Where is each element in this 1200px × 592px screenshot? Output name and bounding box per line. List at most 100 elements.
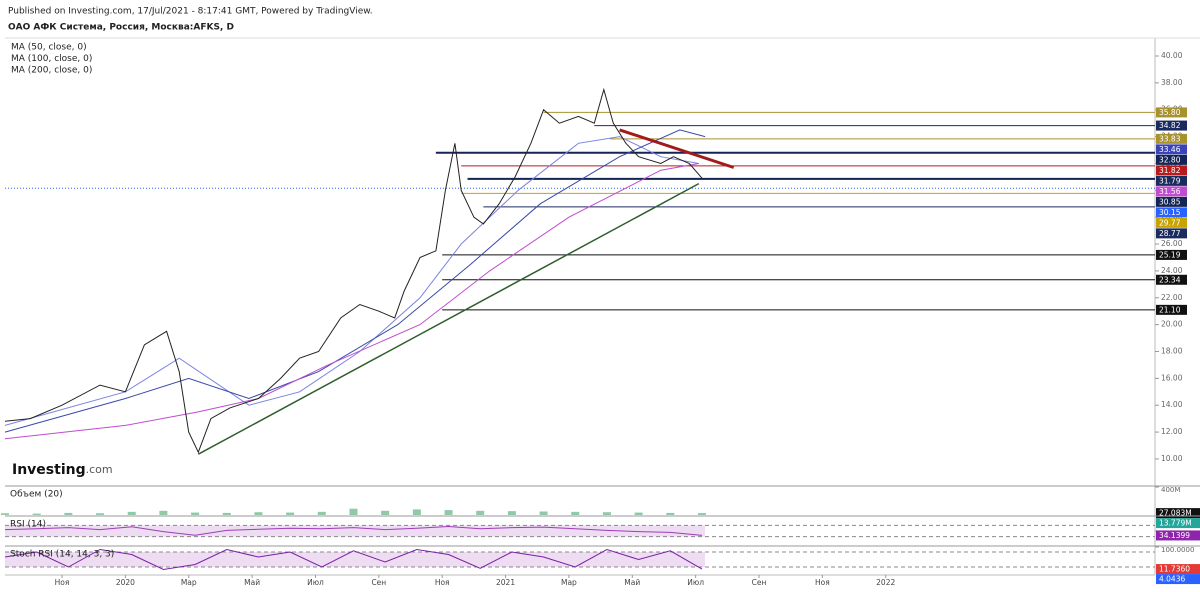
price-line	[4, 87, 703, 454]
panel-title: Stoch RSI (14, 14, 3, 3)	[10, 550, 114, 560]
value-label: 13.779M	[1159, 519, 1192, 528]
value-label-box	[1156, 564, 1200, 575]
indicator-line	[4, 525, 703, 536]
panel-title: RSI (14)	[10, 520, 46, 530]
volume-bar	[666, 512, 675, 515]
value-label-box	[1156, 518, 1200, 529]
value-label-box	[1156, 249, 1187, 260]
volume-bar	[602, 512, 611, 515]
y-tick-label: 20.00	[1161, 320, 1183, 329]
y-tick-label: 10.00	[1161, 454, 1183, 463]
published-note: Published on Investing.com, 17/Jul/2021 …	[8, 7, 373, 17]
y-tick-label: 24.00	[1161, 266, 1183, 275]
value-label-box	[1156, 530, 1200, 541]
volume-bar	[349, 508, 358, 515]
value-label: 35.80	[1159, 108, 1181, 117]
value-label-box	[1156, 154, 1187, 165]
value-label-box	[1156, 304, 1187, 315]
value-label: 34.1399	[1159, 531, 1190, 540]
symbol-title: ОАО АФК Система, Россия, Москва:AFKS, D	[8, 23, 234, 33]
value-label: 33.83	[1159, 134, 1181, 143]
value-label: 29.77	[1159, 218, 1181, 227]
value-label: 32.80	[1159, 155, 1181, 164]
value-label-box	[1156, 186, 1187, 197]
volume-bar	[286, 512, 295, 515]
value-label: 31.56	[1159, 187, 1181, 196]
value-label: 23.34	[1159, 275, 1181, 284]
logo-main: Investing	[12, 462, 86, 478]
indicator-line	[4, 548, 703, 571]
legend-label: MA (50, close, 0)	[11, 43, 87, 53]
value-label: 21.10	[1159, 305, 1181, 314]
trendline	[619, 128, 735, 169]
volume-bar	[507, 511, 516, 515]
volume-bar	[64, 512, 73, 515]
band	[5, 552, 705, 567]
value-label: 28.77	[1159, 229, 1181, 238]
logo: Investing.com	[12, 462, 113, 478]
volume-bar	[32, 513, 41, 515]
volume-bar	[191, 512, 200, 515]
value-label-box	[1156, 574, 1200, 585]
value-label: 30.15	[1159, 208, 1181, 217]
volume-bar	[571, 511, 580, 515]
x-tick-label: Июл	[307, 578, 324, 587]
x-tick-label: Май	[244, 578, 260, 587]
value-label-box	[1156, 120, 1187, 131]
y-tick-label: 22.00	[1161, 293, 1183, 302]
x-tick-label: 2022	[876, 578, 895, 587]
volume-bar	[254, 512, 263, 515]
volume-bar	[476, 510, 485, 515]
x-tick-label: Ноя	[55, 578, 70, 587]
panel-title: Объем (20)	[10, 490, 63, 500]
y-tick-label: 14.00	[1161, 400, 1183, 409]
value-label: 30.85	[1159, 197, 1181, 206]
volume-bar	[539, 511, 548, 515]
x-tick-label: Июл	[687, 578, 704, 587]
volume-bar	[222, 512, 231, 515]
x-tick-label: 2021	[496, 578, 515, 587]
y-tick-label: 400M	[1161, 486, 1180, 494]
volume-bar	[444, 510, 453, 515]
value-label-box	[1156, 274, 1187, 285]
value-label: 31.79	[1159, 176, 1181, 185]
value-label-box	[1156, 508, 1200, 519]
volume-bar	[697, 513, 706, 515]
volume-bar	[381, 510, 390, 515]
value-label-box	[1156, 217, 1187, 228]
value-label-box	[1156, 144, 1187, 155]
x-tick-label: Сен	[752, 578, 767, 587]
value-label: 11.7360	[1159, 565, 1190, 574]
value-label-box	[1156, 175, 1187, 186]
volume-bar	[127, 511, 136, 515]
x-tick-label: Ноя	[815, 578, 830, 587]
y-tick-label: 26.00	[1161, 239, 1183, 248]
legend-label: MA (100, close, 0)	[11, 54, 92, 64]
value-label: 27.083M	[1159, 509, 1192, 518]
volume-bar	[317, 511, 326, 515]
value-label-box	[1156, 107, 1187, 118]
x-tick-label: Ноя	[435, 578, 450, 587]
y-tick-label: 12.00	[1161, 427, 1183, 436]
ma-line	[4, 136, 699, 426]
x-tick-label: Сен	[371, 578, 386, 587]
x-tick-label: 2020	[116, 578, 135, 587]
y-tick-label: 100.0000	[1161, 546, 1194, 554]
y-tick-label: 40.00	[1161, 51, 1183, 60]
x-tick-label: Май	[624, 578, 640, 587]
ma-line	[4, 163, 699, 440]
volume-bar	[159, 510, 168, 515]
volume-bar	[96, 513, 105, 515]
value-label: 31.82	[1159, 166, 1181, 175]
value-label-box	[1156, 207, 1187, 218]
value-label: 25.19	[1159, 250, 1181, 259]
legend-label: MA (200, close, 0)	[11, 66, 92, 76]
value-label-box	[1156, 133, 1187, 144]
value-label-box	[1156, 196, 1187, 207]
x-tick-label: Мар	[561, 578, 577, 587]
band	[5, 525, 705, 537]
ma-line	[4, 129, 706, 433]
x-tick-label: Мар	[181, 578, 197, 587]
